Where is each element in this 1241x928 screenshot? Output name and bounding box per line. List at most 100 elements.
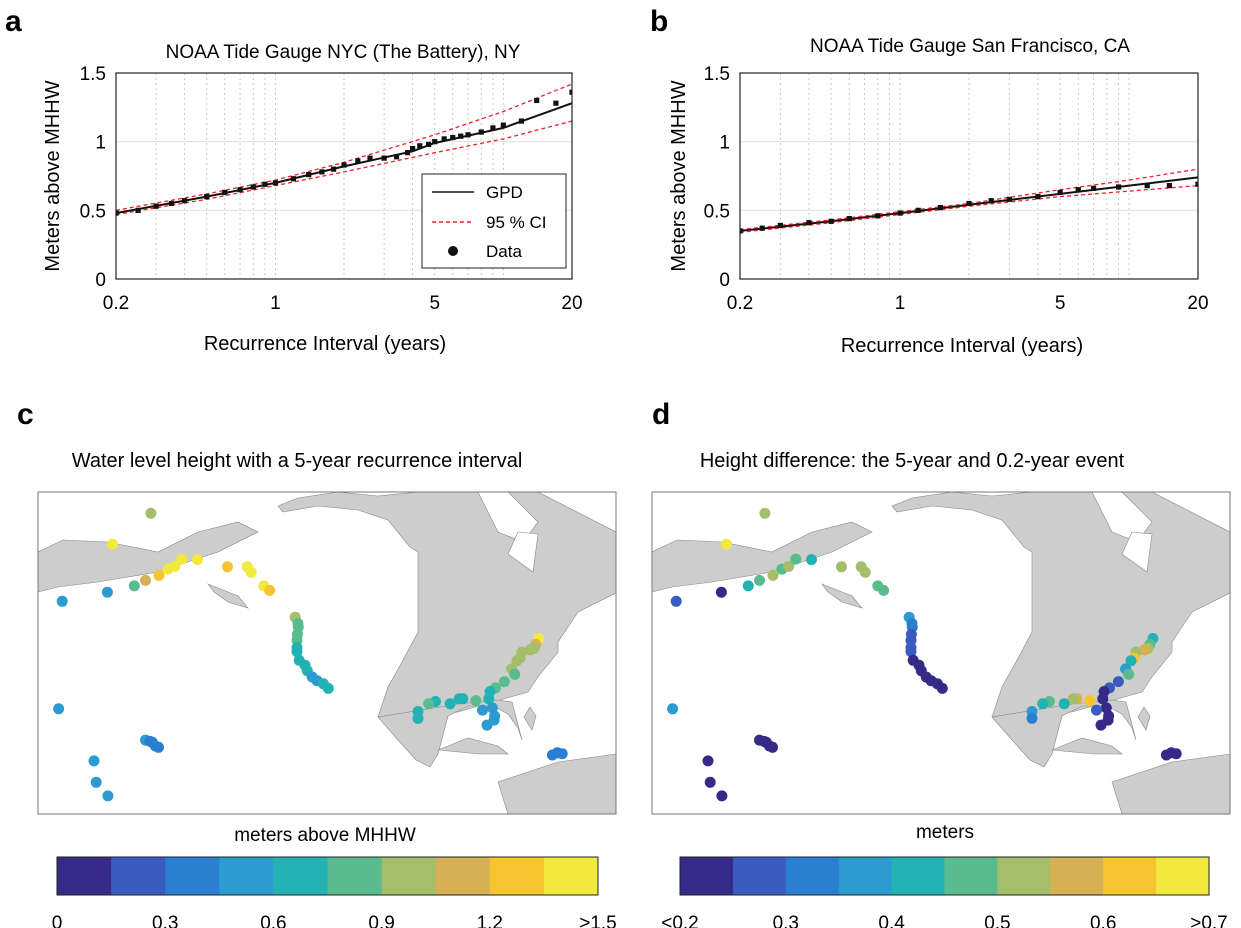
station-marker: [88, 755, 100, 767]
y-tick-label: 1: [95, 133, 106, 154]
data-point: [478, 129, 484, 135]
station-marker: [754, 574, 765, 586]
colorbar-swatch: [327, 857, 382, 895]
colorbar-swatch: [165, 857, 220, 895]
station-marker: [169, 560, 181, 572]
data-point: [569, 89, 572, 95]
station-marker: [742, 580, 754, 592]
data-point: [222, 189, 228, 196]
colorbar-tick-label: 0.3: [773, 913, 799, 928]
data-point: [1035, 194, 1041, 200]
station-marker: [222, 561, 233, 573]
y-tick-label: 0: [95, 270, 106, 291]
data-point: [988, 198, 994, 204]
data-point: [1195, 181, 1198, 187]
data-point: [381, 155, 387, 161]
colorbar-c: [56, 856, 599, 896]
data-point: [341, 162, 347, 168]
tick-labels-b: 0.2 1 5 20 0 0.5 1 1.5: [704, 64, 1209, 314]
station-marker: [1084, 695, 1096, 707]
plot-title-b: NOAA Tide Gauge San Francisco, CA: [810, 36, 1130, 57]
colorbar-swatch: [1050, 857, 1104, 895]
colorbar-label-d: meters: [916, 822, 974, 843]
station-marker: [1037, 698, 1049, 710]
station-marker: [1097, 693, 1109, 705]
station-marker: [1125, 655, 1137, 667]
colorbar-swatch: [997, 857, 1051, 895]
data-point: [759, 225, 765, 231]
data-point: [410, 145, 416, 152]
colorbar-frame: [56, 856, 599, 896]
station-marker: [1067, 693, 1079, 705]
map-frame-d: [651, 491, 1231, 815]
data-point: [250, 184, 256, 190]
data-point: [272, 180, 278, 186]
data-point: [237, 187, 243, 193]
station-marker: [720, 538, 732, 550]
station-marker: [1160, 749, 1172, 761]
station-marker: [806, 554, 817, 566]
colorbar-tick-label: <0.2: [661, 913, 699, 928]
data-point: [1057, 189, 1063, 196]
colorbar-tick-label: 0.6: [1090, 913, 1116, 928]
colorbar-tick-label: 0.6: [260, 913, 286, 928]
station-marker: [667, 703, 679, 715]
colorbar-tick-label: 0: [52, 913, 63, 928]
station-marker: [556, 748, 568, 760]
map-title-d: Height difference: the 5-year and 0.2-ye…: [700, 450, 1125, 472]
colorbar-swatch: [1103, 857, 1157, 895]
aleutian-land: [821, 583, 863, 609]
station-marker: [1138, 644, 1150, 656]
colorbar-ticks-c: 0 0.3 0.6 0.9 1.2 >1.5: [52, 913, 617, 928]
colorbar-swatch: [680, 857, 734, 895]
station-marker: [759, 507, 771, 519]
station-marker: [783, 560, 795, 572]
station-marker: [101, 586, 113, 598]
data-point: [450, 134, 456, 141]
data-point: [875, 213, 881, 219]
ci-line: [116, 83, 572, 211]
station-marker: [715, 586, 727, 598]
station-marker: [481, 719, 493, 731]
station-marker: [511, 655, 523, 667]
y-tick-label: 1.5: [80, 64, 106, 85]
station-marker: [704, 776, 716, 788]
data-point: [828, 218, 834, 224]
colorbar-label-c: meters above MHHW: [234, 825, 416, 846]
data-point: [182, 198, 188, 204]
data-point: [1144, 183, 1150, 189]
station-marker: [859, 566, 871, 578]
station-marker: [1112, 676, 1124, 688]
legend-ci-label: 95 % CI: [486, 213, 546, 232]
station-marker: [936, 682, 948, 694]
station-marker: [291, 646, 303, 658]
data-point: [1115, 184, 1122, 190]
data-point: [846, 215, 852, 222]
x-axis-label-a: Recurrence Interval (years): [204, 333, 446, 355]
y-tick-label: 0.5: [704, 201, 730, 222]
station-marker: [702, 755, 714, 767]
data-point: [432, 139, 438, 145]
station-marker: [483, 693, 495, 705]
panel-letter-d: d: [652, 398, 670, 431]
station-marker: [1058, 698, 1070, 710]
data-point: [777, 222, 783, 229]
x-tick-label: 20: [561, 293, 582, 314]
station-marker: [444, 698, 456, 710]
data-point: [534, 97, 540, 104]
station-marker: [836, 561, 847, 573]
plot-title-a: NOAA Tide Gauge NYC (The Battery), NY: [166, 42, 521, 63]
station-marker: [477, 704, 488, 716]
data-point: [404, 150, 411, 156]
station-marker: [56, 595, 68, 607]
colorbar-swatch: [57, 857, 112, 895]
data-point: [500, 122, 506, 128]
colorbar-swatch: [1156, 857, 1210, 895]
data-point: [393, 154, 400, 160]
station-marker: [128, 580, 140, 592]
colorbar-swatch: [732, 857, 787, 895]
station-marker: [106, 538, 118, 550]
colorbar-swatch: [543, 857, 599, 895]
colorbar-swatch: [273, 857, 328, 895]
